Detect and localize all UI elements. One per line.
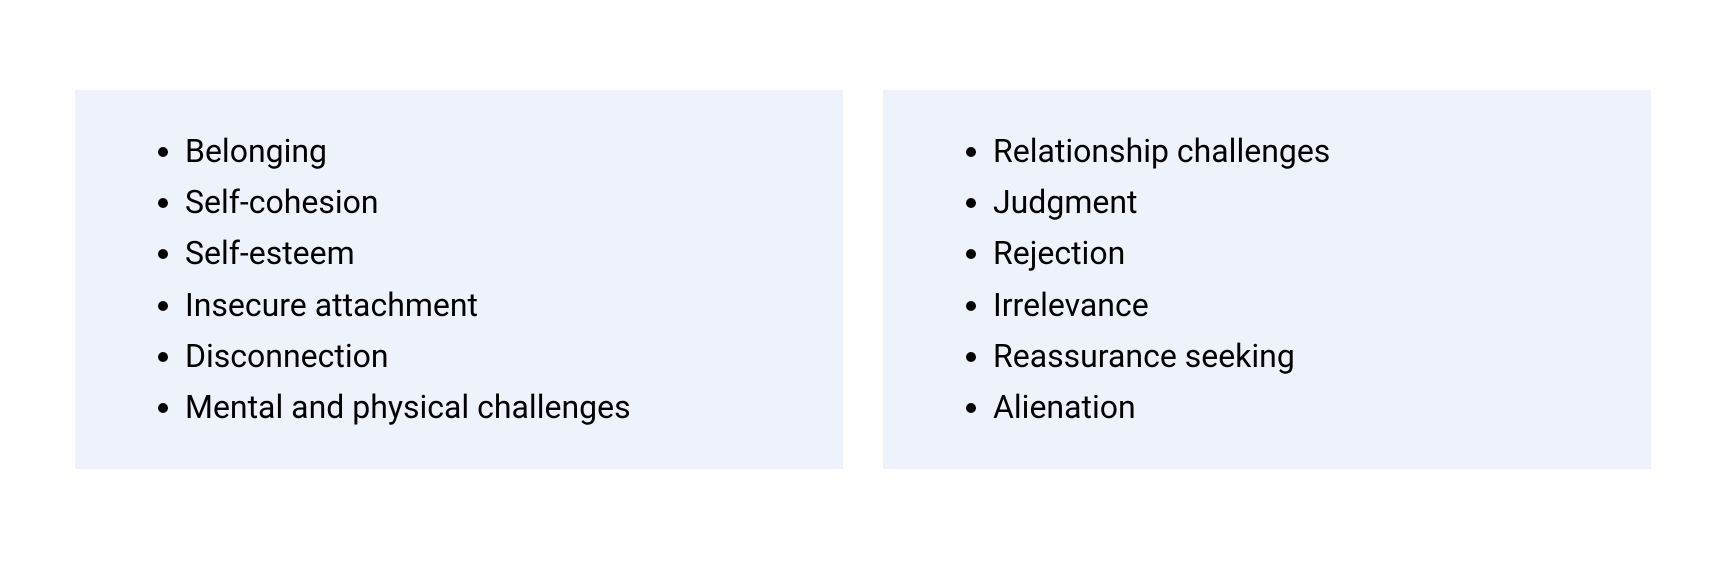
list-item: Irrelevance bbox=[993, 280, 1591, 331]
right-list: Relationship challenges Judgment Rejecti… bbox=[963, 126, 1591, 433]
list-item: Belonging bbox=[185, 126, 783, 177]
left-card: Belonging Self-cohesion Self-esteem Inse… bbox=[75, 90, 843, 469]
list-item: Judgment bbox=[993, 177, 1591, 228]
left-list: Belonging Self-cohesion Self-esteem Inse… bbox=[155, 126, 783, 433]
list-item: Self-esteem bbox=[185, 228, 783, 279]
list-item: Reassurance seeking bbox=[993, 331, 1591, 382]
list-item: Self-cohesion bbox=[185, 177, 783, 228]
list-item: Disconnection bbox=[185, 331, 783, 382]
two-column-container: Belonging Self-cohesion Self-esteem Inse… bbox=[75, 90, 1651, 469]
list-item: Insecure attachment bbox=[185, 280, 783, 331]
list-item: Alienation bbox=[993, 382, 1591, 433]
list-item: Mental and physical challenges bbox=[185, 382, 783, 433]
list-item: Rejection bbox=[993, 228, 1591, 279]
list-item: Relationship challenges bbox=[993, 126, 1591, 177]
right-card: Relationship challenges Judgment Rejecti… bbox=[883, 90, 1651, 469]
